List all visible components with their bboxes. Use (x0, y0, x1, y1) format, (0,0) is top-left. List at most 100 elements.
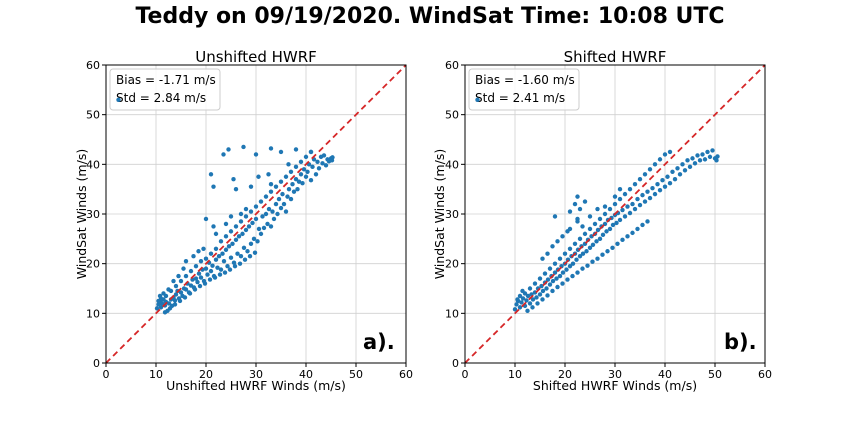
panel-a-data-point (278, 179, 284, 184)
panel-b-data-point (705, 149, 710, 155)
panel-a-data-point (171, 278, 176, 284)
panel-b-data-point (657, 157, 663, 162)
panel-a-data-point (273, 184, 279, 189)
panel-a-data-point (298, 159, 304, 165)
panel-b-xtick-label: 60 (758, 368, 772, 381)
panel-b-data-point (597, 216, 603, 222)
panel-b-data-point (630, 201, 635, 207)
panel-a-data-point (223, 247, 229, 252)
panel-b-data-point (537, 292, 543, 297)
panel-b-data-point (584, 249, 589, 254)
panel-b-data-point (607, 206, 613, 212)
panel-a-data-point (286, 162, 291, 167)
panel-a-ytick-label: 60 (86, 59, 100, 72)
panel-b-data-point (687, 164, 693, 170)
panel-a-data-point (213, 257, 219, 262)
panel-b-xtick-label: 30 (608, 368, 622, 381)
panel-b-data-point (587, 245, 593, 250)
panel-a-data-point (156, 298, 161, 304)
panel-b-data-point (577, 206, 583, 212)
panel-a-data-point (221, 152, 226, 157)
panel-a-xtick-label: 40 (299, 368, 313, 381)
panel-b-data-point (672, 177, 678, 182)
panel-a-data-point (178, 290, 184, 295)
panel-b-data-point (575, 270, 580, 275)
panel-a-data-point (268, 189, 274, 194)
panel-b-xtick-label: 0 (462, 368, 469, 381)
panel-a-data-point (161, 291, 166, 296)
panel-b-data-point (662, 152, 668, 157)
panel-a-data-point (278, 149, 284, 155)
panel-a-data-point (178, 278, 184, 284)
panel-a-data-point (162, 310, 168, 315)
panel-a-data-point (281, 201, 287, 207)
panel-b-data-point (567, 263, 573, 269)
panel-a-data-point (173, 292, 179, 297)
panel-b-ytick-label: 50 (445, 109, 459, 122)
panel-b-data-point (710, 148, 715, 153)
figure-title: Teddy on 09/19/2020. WindSat Time: 10:08… (135, 4, 724, 29)
panel-b-ytick-label: 60 (445, 59, 459, 72)
panel-b-data-point (587, 226, 593, 232)
panel-a-data-point (207, 277, 213, 282)
panel-b-data-point (715, 154, 720, 159)
panel-a-data-point (233, 224, 239, 229)
panel-a-data-point (330, 155, 335, 160)
panel-b-data-point (597, 236, 603, 242)
panel-a-data-point (197, 283, 203, 289)
panel-a-data-point (246, 224, 252, 229)
panel-b-data-point (670, 169, 675, 174)
panel-a-data-point (285, 194, 290, 199)
panel-b-xtick-label: 50 (708, 368, 722, 381)
panel-a-data-point (192, 287, 198, 292)
panel-b-data-point (632, 206, 638, 212)
panel-a-xtick-label: 0 (103, 368, 110, 381)
panel-b-data-point (550, 244, 555, 249)
panel-b-data-point (640, 222, 645, 228)
panel-b-data-point (552, 261, 558, 266)
panel-a-data-point (295, 186, 300, 192)
panel-b-data-point (660, 178, 665, 183)
panel-b-data-point (530, 305, 535, 310)
panel-b-data-point (590, 259, 595, 264)
panel-a-data-point (167, 306, 173, 311)
panel-a-data-point (251, 236, 257, 242)
panel-a-data-point (193, 263, 199, 269)
panel-b-data-point (557, 273, 563, 279)
panel-a-data-point (202, 281, 208, 286)
panel-a-data-point (187, 291, 193, 296)
panel-b-data-point (560, 234, 565, 239)
panel-a-data-point (313, 172, 319, 177)
panel-a-data-point (213, 246, 219, 251)
panel-b-ytick-label: 40 (445, 158, 459, 171)
panel-a-data-point (218, 267, 224, 272)
panel-b-data-point (547, 266, 553, 271)
panel-a-data-point (248, 184, 254, 189)
panel-b-data-point (527, 286, 533, 291)
panel-b-data-point (637, 202, 643, 208)
panel-b-xlabel: Shifted HWRF Winds (m/s) (533, 378, 697, 393)
panel-a-data-point (243, 227, 249, 233)
panel-a-one-to-one-line (105, 64, 407, 364)
panel-b-data-point (602, 211, 608, 217)
panel-b-data-point (514, 302, 519, 307)
panel-a-xtick-label: 30 (249, 368, 263, 381)
panel-a-data-point (222, 270, 228, 275)
panel-b-data-point (675, 166, 680, 171)
panel-a-data-point (268, 224, 274, 229)
panel-b-data-point (680, 162, 685, 167)
panel-a-data-point (305, 169, 310, 174)
panel-b-data-point (612, 194, 618, 199)
panel-b-data-point (645, 189, 650, 194)
panel-a: Unshifted HWRF 0 10 20 30 40 50 60 0 10 20 30 40 50 6… (74, 48, 413, 393)
panel-b-data-point (602, 204, 608, 209)
panel-b-data-point (527, 301, 533, 306)
panel-a-title: Unshifted HWRF (195, 48, 317, 66)
panel-a-data-point (315, 159, 320, 165)
panel-a-data-point (253, 216, 259, 222)
panel-b-data-point (652, 162, 658, 167)
panel-a-data-point (203, 256, 209, 261)
panel-a-data-point (303, 174, 309, 179)
panel-a-data-point (263, 194, 269, 199)
